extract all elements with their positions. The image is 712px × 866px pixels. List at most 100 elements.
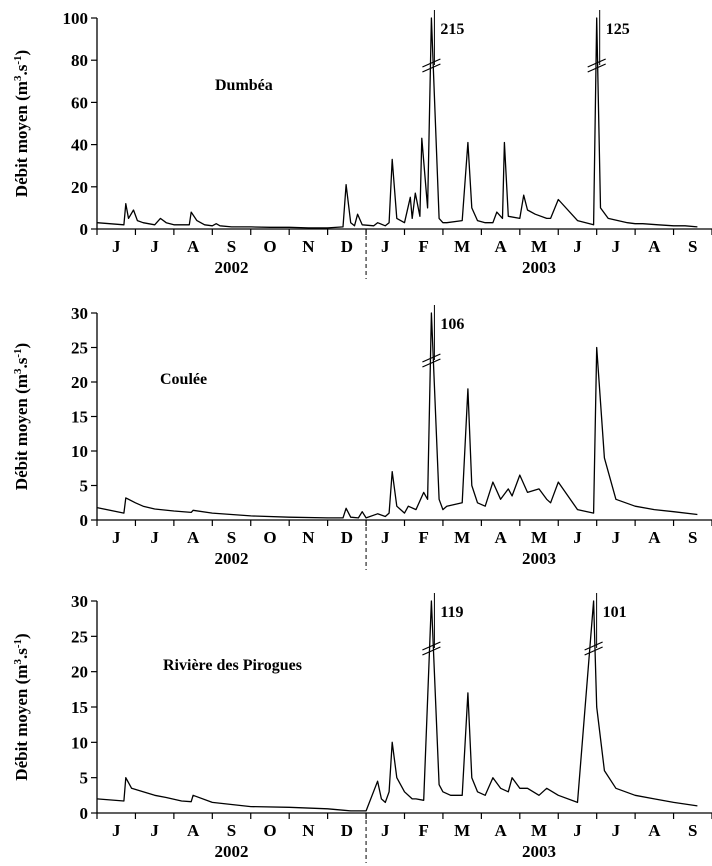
- chart-panel-2: 0 5 10 15 20 25 30 J J A S O N D J F M A M J J A S 2002 2003 Débi…: [12, 304, 712, 570]
- month-label: A: [187, 237, 200, 256]
- month-label: F: [419, 821, 429, 840]
- month-label: J: [381, 237, 390, 256]
- break-mark: [422, 646, 441, 656]
- month-label: J: [612, 821, 621, 840]
- month-label: A: [494, 528, 507, 547]
- month-label: J: [381, 821, 390, 840]
- y-tick-label: 10: [71, 442, 88, 461]
- station-label: Rivière des Pirogues: [163, 657, 302, 674]
- break-mark: [422, 641, 441, 651]
- break-mark: [422, 58, 441, 68]
- month-label: S: [227, 821, 236, 840]
- month-label: A: [187, 821, 200, 840]
- peak-annotation: 106: [440, 316, 464, 333]
- peak-annotation: 215: [440, 21, 464, 38]
- month-label: O: [263, 237, 276, 256]
- y-tick-label: 10: [71, 733, 88, 752]
- peak-annotation: 101: [603, 604, 627, 621]
- month-label: A: [494, 237, 507, 256]
- month-label: J: [112, 821, 121, 840]
- month-label: A: [187, 528, 200, 547]
- month-label: A: [494, 821, 507, 840]
- peak-annotation: 125: [606, 21, 630, 38]
- month-label: N: [302, 821, 315, 840]
- y-axis-title: Débit moyen (m3.s-1): [12, 633, 31, 780]
- month-label: D: [341, 528, 353, 547]
- month-label: M: [531, 821, 547, 840]
- y-tick-label: 40: [71, 136, 88, 155]
- month-label: J: [573, 821, 582, 840]
- break-mark: [584, 646, 603, 656]
- month-label: M: [531, 528, 547, 547]
- month-label: F: [419, 528, 429, 547]
- discharge-series: [96, 312, 698, 519]
- month-label: D: [341, 821, 353, 840]
- month-label: A: [648, 528, 661, 547]
- month-label: J: [112, 528, 121, 547]
- month-label: N: [302, 528, 315, 547]
- discharge-series: [96, 600, 698, 812]
- month-label: D: [341, 237, 353, 256]
- y-tick-label: 15: [71, 408, 88, 427]
- month-label: J: [150, 528, 159, 547]
- month-label: M: [454, 528, 470, 547]
- year-label-2002: 2002: [215, 842, 249, 861]
- y-tick-label: 0: [80, 220, 89, 239]
- month-label: S: [688, 528, 697, 547]
- month-label: J: [573, 237, 582, 256]
- station-label: Coulée: [160, 371, 207, 388]
- y-tick-label: 30: [71, 592, 88, 611]
- y-axis-title: Débit moyen (m3.s-1): [12, 50, 31, 197]
- break-mark: [587, 63, 606, 73]
- y-tick-label: 25: [71, 339, 88, 358]
- month-label: A: [648, 821, 661, 840]
- y-tick-label: 60: [71, 93, 88, 112]
- month-label: J: [381, 528, 390, 547]
- y-axis-title: Débit moyen (m3.s-1): [12, 343, 31, 490]
- year-label-2003: 2003: [522, 842, 556, 861]
- month-label: M: [531, 237, 547, 256]
- month-label: M: [454, 237, 470, 256]
- y-tick-label: 20: [71, 178, 88, 197]
- month-label: S: [688, 237, 697, 256]
- month-label: N: [302, 237, 315, 256]
- y-tick-label: 30: [71, 304, 88, 323]
- month-label: O: [263, 821, 276, 840]
- y-tick-label: 100: [63, 9, 89, 28]
- month-label: J: [112, 237, 121, 256]
- y-tick-label: 0: [80, 804, 89, 823]
- y-tick-label: 5: [80, 477, 89, 496]
- month-label: S: [227, 237, 236, 256]
- break-mark: [422, 358, 441, 368]
- month-label: J: [612, 528, 621, 547]
- month-label: J: [150, 821, 159, 840]
- month-label: A: [648, 237, 661, 256]
- month-label: M: [454, 821, 470, 840]
- month-label: F: [419, 237, 429, 256]
- discharge-series: [96, 17, 698, 229]
- year-label-2003: 2003: [522, 258, 556, 277]
- break-mark: [584, 641, 603, 651]
- chart-panel-1: 0 20 40 60 80 100 J J A S O N D J F M A M J J A S 2002 2003 Débi…: [12, 9, 712, 279]
- y-tick-label: 80: [71, 51, 88, 70]
- peak-annotation: 119: [440, 604, 463, 621]
- y-tick-label: 5: [80, 769, 89, 788]
- y-tick-label: 20: [71, 663, 88, 682]
- month-label: J: [573, 528, 582, 547]
- y-tick-label: 25: [71, 627, 88, 646]
- month-label: J: [612, 237, 621, 256]
- month-label: S: [227, 528, 236, 547]
- station-label: Dumbéa: [215, 77, 273, 94]
- month-label: J: [150, 237, 159, 256]
- month-label: O: [263, 528, 276, 547]
- y-tick-label: 15: [71, 698, 88, 717]
- month-label: S: [688, 821, 697, 840]
- break-mark: [422, 353, 441, 363]
- year-label-2003: 2003: [522, 549, 556, 568]
- year-label-2002: 2002: [215, 549, 249, 568]
- chart-panel-3: 0 5 10 15 20 25 30 J J A S O N D J F M A M J J A S 2002 2003 Débi…: [12, 592, 712, 863]
- year-label-2002: 2002: [215, 258, 249, 277]
- break-mark: [587, 58, 606, 68]
